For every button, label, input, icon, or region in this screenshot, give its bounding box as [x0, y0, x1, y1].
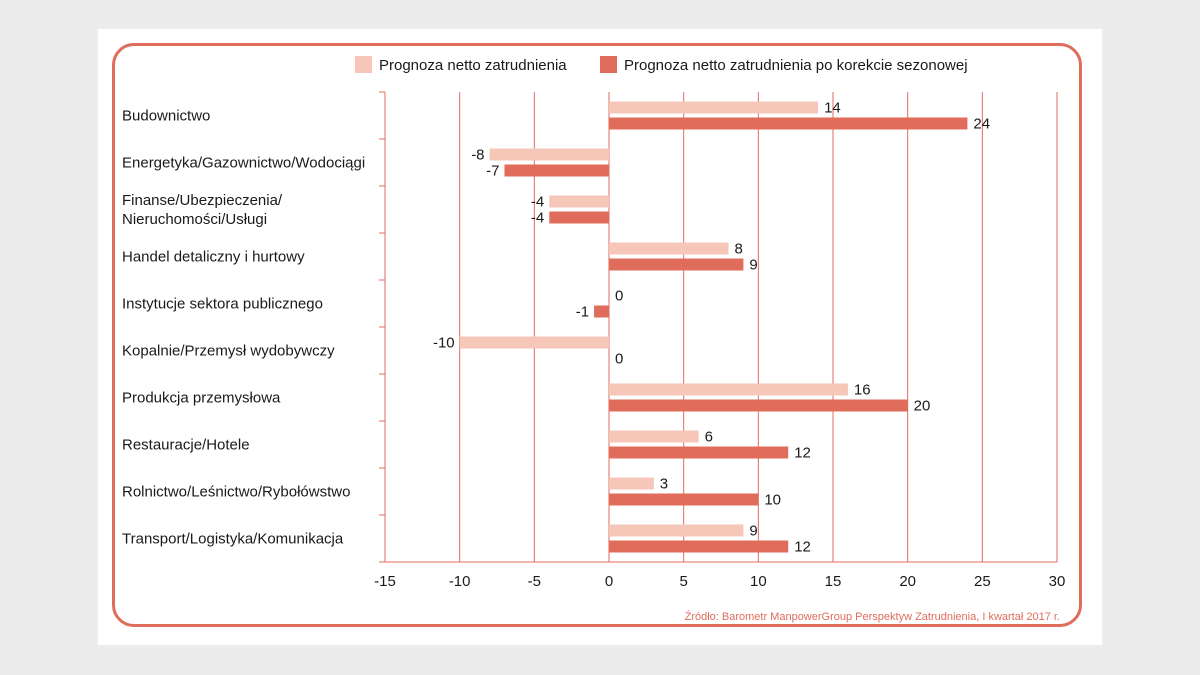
legend-swatch-forecast [355, 56, 372, 73]
legend-label-forecast: Prognoza netto zatrudnienia [379, 57, 567, 74]
forecast-bar [609, 242, 729, 255]
x-tick-label: 5 [679, 573, 687, 590]
category-label: Nieruchomości/Usługi [122, 211, 267, 228]
adjusted-forecast-bar [504, 164, 609, 177]
x-tick-label: 25 [974, 573, 991, 590]
adjusted-forecast-value-label: 12 [794, 539, 811, 556]
adjusted-forecast-bar [609, 446, 789, 459]
adjusted-forecast-bar [609, 493, 759, 506]
forecast-value-label: 16 [854, 382, 871, 399]
category-label: Kopalnie/Przemysł wydobywczy [122, 343, 335, 360]
adjusted-forecast-value-label: 0 [615, 351, 623, 368]
adjusted-forecast-bar [549, 211, 609, 224]
category-label: Finanse/Ubezpieczenia/ [122, 192, 283, 209]
adjusted-forecast-value-label: -4 [531, 210, 544, 227]
adjusted-forecast-value-label: 9 [749, 257, 757, 274]
forecast-value-label: 8 [734, 241, 742, 258]
x-tick-label: -5 [528, 573, 541, 590]
forecast-bar [459, 336, 609, 349]
forecast-bar [609, 430, 699, 443]
forecast-bar [489, 148, 609, 161]
category-label: Produkcja przemysłowa [122, 390, 281, 407]
category-label: Rolnictwo/Leśnictwo/Rybołówstwo [122, 484, 350, 501]
forecast-value-label: 14 [824, 100, 841, 117]
forecast-value-label: 0 [615, 288, 623, 305]
forecast-bar [609, 383, 848, 396]
category-label: Transport/Logistyka/Komunikacja [122, 531, 344, 548]
category-label: Handel detaliczny i hurtowy [122, 249, 305, 266]
forecast-bar [609, 477, 654, 490]
forecast-value-label: -10 [433, 335, 455, 352]
adjusted-forecast-value-label: 24 [973, 116, 990, 133]
source-note: Źródło: Barometr ManpowerGroup Perspekty… [685, 610, 1060, 623]
adjusted-forecast-bar [609, 117, 968, 130]
category-label: Budownictwo [122, 108, 210, 125]
category-labels: Budownictwo Energetyka/Gazownictwo/Wodoci… [122, 108, 365, 548]
legend-swatch-adjusted [600, 56, 617, 73]
legend-label-adjusted: Prognoza netto zatrudnienia po korekcie … [624, 57, 968, 74]
category-label: Energetyka/Gazownictwo/Wodociągi [122, 155, 365, 172]
forecast-value-label: -8 [471, 147, 484, 164]
forecast-value-label: 3 [660, 476, 668, 493]
forecast-value-label: -4 [531, 194, 544, 211]
category-label: Instytucje sektora publicznego [122, 296, 323, 313]
adjusted-forecast-bar [609, 258, 744, 271]
x-tick-label: -10 [449, 573, 471, 590]
adjusted-forecast-value-label: 10 [764, 492, 781, 509]
gridlines [379, 91, 1058, 563]
forecast-bar [549, 195, 609, 208]
x-tick-label: 15 [825, 573, 842, 590]
adjusted-forecast-bar [609, 399, 908, 412]
x-axis-ticks: -15 -10 -5 0 5 10 15 20 25 30 [374, 573, 1065, 590]
adjusted-forecast-value-label: -1 [576, 304, 589, 321]
forecast-bar [609, 524, 744, 537]
forecast-value-label: 6 [705, 429, 713, 446]
adjusted-forecast-value-label: -7 [486, 163, 499, 180]
adjusted-forecast-bar [609, 540, 789, 553]
x-tick-label: 0 [605, 573, 613, 590]
x-tick-label: 10 [750, 573, 767, 590]
x-tick-label: 20 [899, 573, 916, 590]
chart-frame [112, 43, 1082, 627]
adjusted-forecast-value-label: 12 [794, 445, 811, 462]
x-tick-label: -15 [374, 573, 396, 590]
legend: Prognoza netto zatrudnienia Prognoza nett… [355, 56, 968, 74]
x-tick-label: 30 [1049, 573, 1066, 590]
forecast-value-label: 9 [749, 523, 757, 540]
adjusted-forecast-value-label: 20 [914, 398, 931, 415]
adjusted-forecast-bar [594, 305, 609, 318]
category-label: Restauracje/Hotele [122, 437, 250, 454]
forecast-bar [609, 101, 819, 114]
